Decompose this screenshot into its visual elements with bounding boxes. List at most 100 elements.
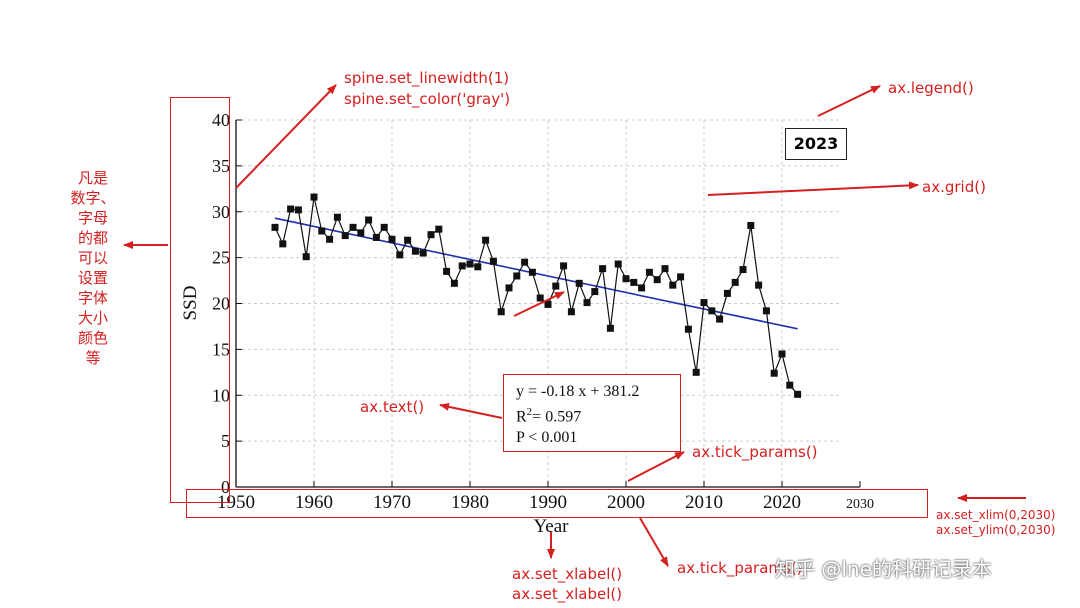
data-point: [513, 272, 521, 280]
data-point: [380, 223, 388, 231]
spine-arrow: [235, 84, 337, 189]
y-tick-label: 30: [212, 202, 230, 222]
xlabel-annotation-2: ax.set_xlabel(): [512, 585, 623, 603]
data-point: [466, 260, 474, 268]
data-point: [294, 206, 302, 214]
text-arrow: [439, 402, 503, 419]
legend-box: 2023: [785, 128, 847, 160]
data-point: [287, 205, 295, 213]
data-point: [521, 258, 529, 266]
x-axis-label: Year: [533, 516, 569, 537]
data-point: [505, 284, 513, 292]
data-point: [723, 289, 731, 297]
data-point: [365, 216, 373, 224]
annotation-arrows: [123, 84, 1026, 567]
data-point: [396, 251, 404, 259]
y-tick-highlight-box: [170, 97, 230, 503]
data-point: [747, 222, 755, 230]
data-point: [489, 257, 497, 265]
r-squared-line: R2= 0.597: [516, 406, 582, 426]
data-point: [427, 231, 435, 239]
x-tick-label: 2010: [685, 492, 723, 513]
data-point: [435, 225, 443, 233]
y-tick-label: 35: [212, 156, 230, 176]
data-point: [528, 268, 536, 276]
watermark: 知乎 @lne的科研记录本: [775, 557, 992, 581]
data-point: [544, 300, 552, 308]
tick-params-annotation-2: ax.tick_params(): [677, 559, 803, 577]
grid-annotation: ax.grid(): [922, 178, 986, 196]
y-tick-label: 5: [221, 431, 230, 451]
y-tick-label: 0: [221, 477, 230, 497]
data-point: [552, 282, 560, 290]
tick-labels: 1950 1960 1970 1980 1990 2000 2010 2020 20300510…: [212, 110, 874, 513]
x-tick-label: 2020: [763, 492, 801, 513]
data-point: [482, 236, 490, 244]
data-point: [653, 276, 661, 284]
data-point: [443, 267, 451, 275]
inplot-arrow: [513, 291, 565, 317]
data-series: [271, 193, 802, 398]
data-point: [591, 288, 599, 296]
data-point: [606, 324, 614, 332]
data-point: [770, 369, 778, 377]
p-value-line: P < 0.001: [516, 429, 578, 447]
tick-params-arrow-1: [627, 451, 685, 482]
equation-line: y = -0.18 x + 381.2: [516, 383, 640, 400]
data-point: [708, 307, 716, 315]
tick-params-annotation-1: ax.tick_params(): [692, 443, 818, 461]
x-tick-label: 1970: [373, 492, 411, 513]
data-point: [786, 381, 794, 389]
y-axis-label: SSD: [180, 286, 201, 321]
data-point: [326, 235, 334, 243]
data-point: [622, 275, 630, 283]
data-point: [567, 308, 575, 316]
data-point: [645, 268, 653, 276]
ylim-annotation: ax.set_ylim(0,2030): [936, 523, 1056, 537]
data-point: [614, 260, 622, 268]
axes: [235, 119, 861, 488]
data-point: [411, 247, 419, 255]
data-point: [333, 213, 341, 221]
data-point: [404, 236, 412, 244]
text-annotation: ax.text(): [360, 398, 425, 416]
x-tick-label: 2030: [846, 497, 874, 512]
tick-params-arrow-2: [639, 517, 669, 567]
axis-labels: Year SSD: [180, 286, 569, 537]
data-point: [474, 263, 482, 271]
data-point: [458, 262, 466, 270]
data-point: [599, 265, 607, 273]
data-point: [778, 350, 786, 358]
data-point: [388, 235, 396, 243]
y-tick-label: 20: [212, 294, 230, 314]
data-point: [684, 325, 692, 333]
data-point: [677, 273, 685, 281]
y-tick-label: 25: [212, 248, 230, 268]
data-point: [669, 281, 677, 289]
data-point: [271, 223, 279, 231]
legend-arrow: [817, 85, 881, 117]
data-point: [692, 368, 700, 376]
data-point: [630, 278, 638, 286]
data-point: [497, 308, 505, 316]
data-point: [310, 193, 318, 201]
data-point: [700, 299, 708, 307]
data-point: [575, 279, 583, 287]
data-point: [318, 227, 326, 235]
data-point: [349, 223, 357, 231]
trend-line: [274, 217, 798, 330]
y-tick-label: 15: [212, 339, 230, 359]
data-point: [731, 278, 739, 286]
data-point: [755, 281, 763, 289]
data-point: [536, 294, 544, 302]
data-point: [560, 262, 568, 270]
data-point: [661, 265, 669, 273]
x-tick-label: 2000: [607, 492, 645, 513]
trendline: [274, 217, 798, 330]
data-point: [279, 240, 287, 248]
x-tick-highlight-box: [186, 489, 928, 518]
data-point: [794, 390, 802, 398]
xlabel-annotation-1: ax.set_xlabel(): [512, 565, 623, 583]
equation-text-box: y = -0.18 x + 381.2 R2= 0.597 P < 0.001: [503, 374, 681, 452]
